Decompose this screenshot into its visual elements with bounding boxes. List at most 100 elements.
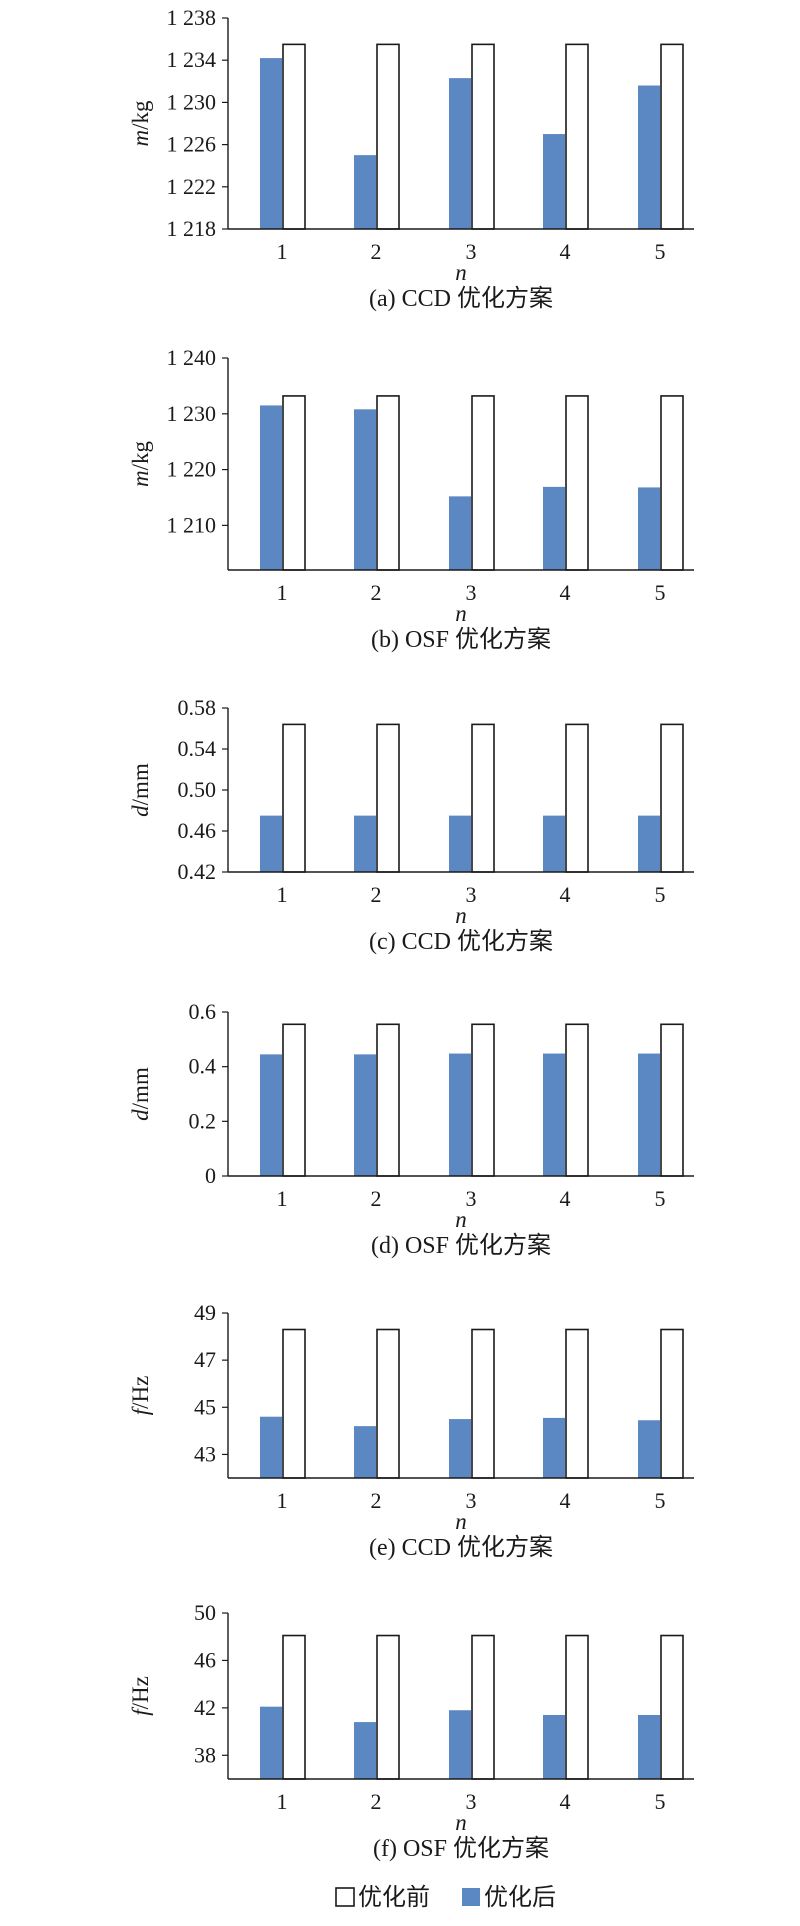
bar-after-a-1 [260,58,282,230]
bar-after-a-4 [543,134,565,229]
bar-after-b-3 [449,496,471,570]
bar-before-c-4 [565,723,589,873]
x-tick-label-e: 3 [466,1488,477,1513]
bar-before-c-1 [282,723,306,873]
x-tick-label-c: 3 [466,882,477,907]
y-tick-label-c: 0.50 [178,777,217,802]
x-tick-label-f: 3 [466,1789,477,1814]
y-tick-label-f: 38 [194,1742,216,1767]
bar-before-d-1 [282,1023,306,1177]
x-axis-label-b: n [455,601,467,626]
x-tick-label-c: 2 [371,882,382,907]
bar-before-a-2 [376,43,400,230]
x-tick-label-e: 4 [560,1488,571,1513]
x-axis-label-e: n [455,1509,467,1534]
bar-before-c-5 [660,723,684,873]
y-tick-label-d: 0.4 [189,1054,217,1079]
x-tick-label-d: 1 [277,1186,288,1211]
chart-panel-a: 1 218 1 222 1 226 1 230 1 234 1 238 1 2 3 4 5 n m/kg… [128,5,694,312]
bar-after-c-3 [449,815,471,872]
y-tick-label-e: 43 [194,1441,216,1466]
bar-after-f-3 [449,1710,471,1779]
bar-before-f-4 [565,1634,589,1780]
x-tick-label-e: 1 [277,1488,288,1513]
y-tick-label-a: 1 226 [167,132,217,157]
bar-before-d-5 [660,1023,684,1177]
y-axis-label-d: d/mm [128,1067,153,1121]
bar-after-f-1 [260,1706,282,1779]
chart-panel-c: 0.42 0.46 0.50 0.54 0.58 1 2 3 4 5 n d/mm (c) CCD 优化… [128,695,694,955]
y-tick-label-e: 45 [194,1394,216,1419]
bar-before-d-4 [565,1023,589,1177]
bar-before-e-2 [376,1328,400,1479]
bar-before-e-1 [282,1328,306,1479]
bar-after-e-2 [354,1426,376,1478]
y-tick-label-a: 1 238 [167,5,217,30]
x-tick-label-a: 2 [371,239,382,264]
chart-caption-a: (a) CCD 优化方案 [369,285,553,312]
y-tick-label-b: 1 220 [167,457,217,482]
bar-before-f-3 [471,1634,495,1780]
x-tick-label-b: 1 [277,580,288,605]
x-tick-label-d: 3 [466,1186,477,1211]
x-tick-label-d: 5 [655,1186,666,1211]
bar-after-b-2 [354,409,376,570]
legend: 优化前 优化后 [335,1884,556,1911]
bar-before-b-4 [565,395,589,571]
bar-after-d-2 [354,1054,376,1176]
x-tick-label-b: 2 [371,580,382,605]
bar-after-f-5 [638,1714,660,1779]
x-tick-label-c: 5 [655,882,666,907]
y-tick-label-a: 1 234 [167,47,217,72]
bar-before-c-2 [376,723,400,873]
legend-swatch-before [335,1887,355,1907]
x-tick-label-f: 2 [371,1789,382,1814]
bar-after-f-2 [354,1722,376,1779]
legend-label-before: 优化前 [358,1884,430,1911]
y-tick-label-a: 1 222 [167,174,217,199]
bar-after-c-5 [638,815,660,872]
x-tick-label-f: 5 [655,1789,666,1814]
bar-before-e-5 [660,1328,684,1479]
x-axis-label-a: n [455,260,467,285]
x-tick-label-c: 1 [277,882,288,907]
bar-before-b-3 [471,395,495,571]
bar-after-c-2 [354,815,376,872]
x-tick-label-a: 3 [466,239,477,264]
bar-after-e-4 [543,1417,565,1478]
y-tick-label-d: 0 [205,1163,216,1188]
chart-caption-f: (f) OSF 优化方案 [373,1835,549,1862]
y-axis-label-f: f/Hz [128,1676,153,1716]
chart-caption-e: (e) CCD 优化方案 [369,1534,553,1561]
chart-caption-b: (b) OSF 优化方案 [371,626,551,653]
bar-before-a-5 [660,43,684,230]
x-tick-label-d: 4 [560,1186,571,1211]
chart-caption-d: (d) OSF 优化方案 [371,1232,551,1259]
y-tick-label-b: 1 210 [167,512,217,537]
x-axis-label-d: n [455,1207,467,1232]
y-tick-label-f: 42 [194,1695,216,1720]
y-axis-label-e: f/Hz [128,1376,153,1416]
bar-after-e-5 [638,1420,660,1478]
bar-before-d-2 [376,1023,400,1177]
bar-after-e-3 [449,1419,471,1478]
x-tick-label-a: 5 [655,239,666,264]
bar-before-a-3 [471,43,495,230]
y-tick-label-e: 49 [194,1300,216,1325]
x-tick-label-b: 4 [560,580,571,605]
bar-before-f-1 [282,1634,306,1780]
bar-before-a-4 [565,43,589,230]
x-tick-label-f: 1 [277,1789,288,1814]
bar-before-c-3 [471,723,495,873]
y-tick-label-c: 0.54 [178,736,217,761]
bar-after-d-4 [543,1053,565,1176]
x-tick-label-e: 5 [655,1488,666,1513]
bar-after-a-3 [449,78,471,229]
bar-before-b-1 [282,395,306,571]
bar-after-f-4 [543,1714,565,1779]
y-tick-label-c: 0.58 [178,695,217,720]
y-tick-label-f: 50 [194,1600,216,1625]
bar-after-d-5 [638,1053,660,1176]
